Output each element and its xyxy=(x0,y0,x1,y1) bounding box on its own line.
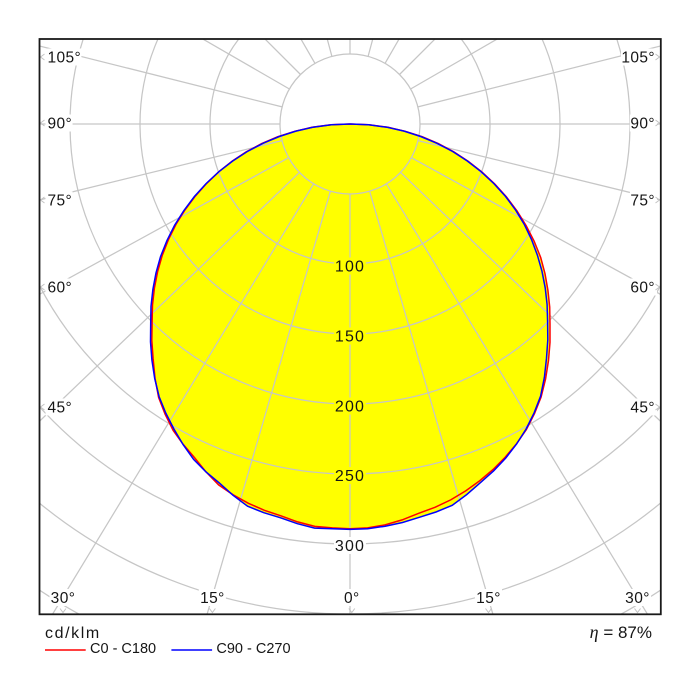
svg-text:75°: 75° xyxy=(48,192,73,209)
svg-text:0°: 0° xyxy=(344,590,360,607)
svg-text:75°: 75° xyxy=(630,192,655,209)
svg-text:250: 250 xyxy=(335,468,365,485)
svg-text:15°: 15° xyxy=(476,590,501,607)
svg-text:60°: 60° xyxy=(630,279,655,296)
svg-text:15°: 15° xyxy=(200,590,225,607)
svg-text:45°: 45° xyxy=(48,399,73,416)
svg-text:45°: 45° xyxy=(630,399,655,416)
svg-text:cd/klm: cd/klm xyxy=(45,625,101,642)
svg-text:60°: 60° xyxy=(48,279,73,296)
svg-text:C0 - C180: C0 - C180 xyxy=(90,641,156,657)
svg-text:C90 - C270: C90 - C270 xyxy=(216,641,290,657)
svg-text:100: 100 xyxy=(335,258,365,275)
svg-text:200: 200 xyxy=(335,398,365,415)
svg-text:30°: 30° xyxy=(51,590,76,607)
svg-text:300: 300 xyxy=(335,538,365,555)
svg-text:105°: 105° xyxy=(48,49,82,66)
svg-text:90°: 90° xyxy=(630,115,655,132)
svg-text:105°: 105° xyxy=(621,49,655,66)
svg-text:150: 150 xyxy=(335,328,365,345)
svg-text:90°: 90° xyxy=(48,115,73,132)
svg-text:η = 87%: η = 87% xyxy=(590,622,652,642)
svg-text:30°: 30° xyxy=(625,590,650,607)
